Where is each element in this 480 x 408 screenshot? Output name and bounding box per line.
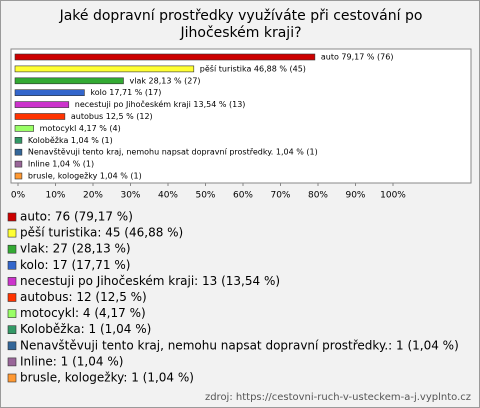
x-tick-label: 80% — [308, 191, 328, 201]
legend-marker — [7, 341, 17, 351]
x-tick-label: 90% — [345, 191, 365, 201]
legend-label: kolo: 17 (17,71 %) — [20, 258, 130, 272]
bar-label: pěší turistika 46,88 % (45) — [200, 63, 306, 73]
x-tick-label: 50% — [195, 191, 215, 201]
bar — [14, 89, 85, 96]
bar-label: vlak 28,13 % (27) — [129, 76, 200, 85]
legend-label: brusle, kologežky: 1 (1,04 %) — [20, 371, 194, 385]
legend-label: motocykl: 4 (4,17 %) — [20, 306, 146, 320]
bar — [14, 148, 23, 156]
chart-title: Jaké dopravní prostředky využíváte při c… — [59, 8, 423, 41]
legend-label: necestuji po Jihočeském kraji: 13 (13,54… — [20, 274, 280, 288]
footer: zdroj: https://cestovni-ruch-v-usteckem-… — [205, 392, 471, 403]
legend-label: auto: 76 (79,17 %) — [20, 210, 133, 224]
legend-label: autobus: 12 (12,5 %) — [20, 290, 147, 304]
bar-label: kolo 17,71 % (17) — [90, 88, 161, 97]
x-tick-label: 40% — [158, 191, 178, 201]
bar — [14, 113, 66, 120]
x-tick-label: 30% — [120, 191, 140, 201]
bar-label: brusle, kologežky 1,04 % (1) — [28, 172, 142, 181]
x-tick-label: 10% — [45, 191, 65, 201]
legend-marker — [7, 293, 17, 302]
legend-label: pěší turistika: 45 (46,88 %) — [20, 226, 183, 240]
legend-marker — [7, 373, 17, 383]
legend-marker — [7, 357, 17, 367]
bar-label: autobus 12,5 % (12) — [71, 112, 153, 121]
legend-label: Koloběžka: 1 (1,04 %) — [20, 322, 151, 336]
legend-marker — [7, 228, 17, 238]
legend-marker — [7, 212, 17, 222]
legend-marker — [7, 277, 17, 286]
x-tick-label: 20% — [83, 191, 103, 201]
bar — [14, 101, 70, 108]
legend-label: Inline: 1 (1,04 %) — [20, 354, 123, 368]
bar-label: Koloběžka 1,04 % (1) — [28, 136, 113, 145]
x-tick-label: 70% — [270, 191, 290, 201]
bar-label: auto 79,17 % (76) — [321, 53, 394, 62]
x-tick-label: 60% — [233, 191, 253, 201]
legend-marker — [7, 325, 17, 335]
bar — [14, 125, 34, 132]
bar — [14, 160, 23, 168]
bar — [14, 172, 23, 180]
legend-label: vlak: 27 (28,13 %) — [20, 242, 131, 256]
x-tick-label: 100% — [380, 191, 406, 201]
bar — [14, 53, 316, 61]
bar — [14, 65, 195, 73]
legend-marker — [7, 309, 17, 318]
legend-marker — [7, 244, 17, 254]
bar-label: Inline 1,04 % (1) — [28, 160, 94, 169]
legend-label: Nenavštěvuji tento kraj, nemohu napsat d… — [20, 338, 459, 352]
bar-label: motocykl 4,17 % (4) — [40, 124, 121, 133]
bar-label: necestuji po Jihočeském kraji 13,54 % (1… — [75, 99, 246, 109]
bar — [14, 77, 124, 85]
bar — [14, 137, 23, 144]
legend-marker — [7, 260, 17, 270]
x-tick-label: 0% — [11, 191, 26, 201]
bar-label: Nenavštěvuji tento kraj, nemohu napsat d… — [28, 147, 318, 157]
